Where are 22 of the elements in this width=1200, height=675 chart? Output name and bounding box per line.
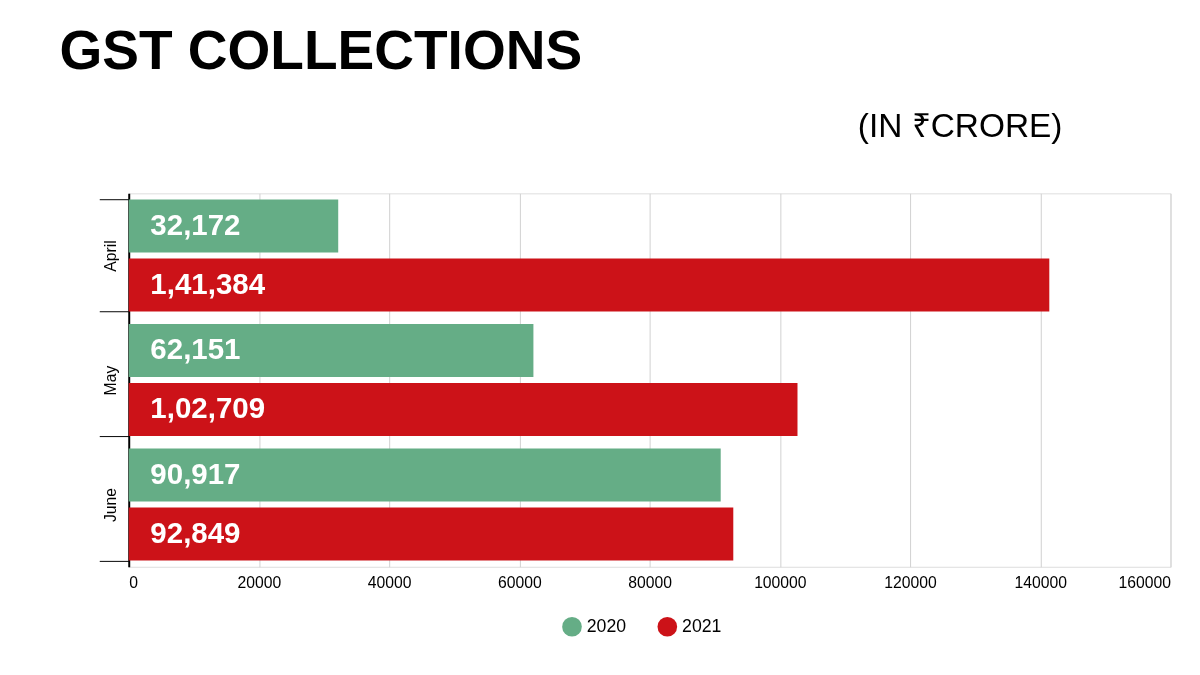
- data-label: 1,41,384: [150, 266, 266, 300]
- legend-label: 2020: [586, 615, 627, 636]
- x-tick-label: 80000: [628, 573, 673, 591]
- x-tick-label: 60000: [498, 573, 543, 591]
- chart-title: GST COLLECTIONS: [59, 19, 583, 82]
- data-label: 1,02,709: [150, 391, 266, 425]
- legend-label: 2021: [682, 615, 722, 636]
- y-tick-label: June: [102, 487, 120, 523]
- chart-subtitle: (IN ₹CRORE): [857, 107, 1063, 145]
- x-tick-label: 0: [129, 573, 139, 591]
- x-tick-label: 40000: [367, 573, 412, 591]
- data-label: 62,151: [150, 332, 241, 366]
- data-label: 32,172: [150, 207, 241, 241]
- x-tick-label: 120000: [884, 573, 938, 591]
- data-label: 92,849: [150, 515, 241, 549]
- x-tick-label: 160000: [1118, 573, 1172, 591]
- x-tick-label: 20000: [237, 573, 282, 591]
- x-tick-label: 140000: [1014, 573, 1068, 591]
- data-label: 90,917: [150, 456, 241, 490]
- y-tick-label: May: [102, 365, 120, 396]
- y-tick-label: April: [102, 240, 120, 272]
- x-tick-label: 100000: [754, 573, 807, 591]
